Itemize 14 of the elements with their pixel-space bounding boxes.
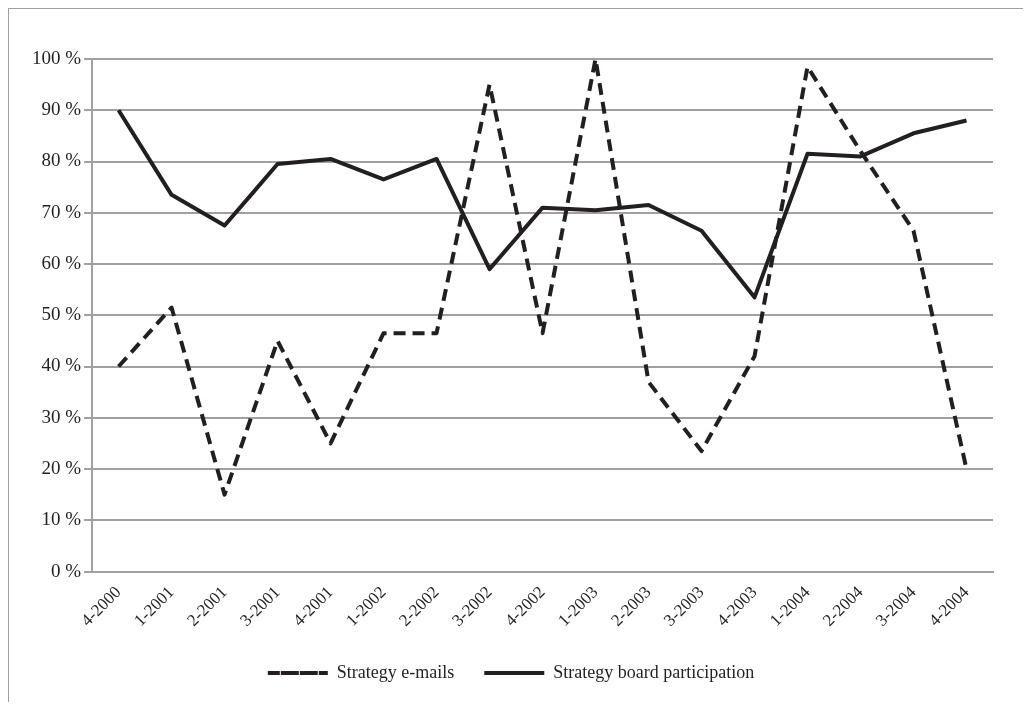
y-tick-label: 20 % xyxy=(41,457,82,478)
y-tick-label: 100 % xyxy=(32,46,82,68)
y-tick-label: 10 % xyxy=(41,508,82,530)
y-tick-label: 30 % xyxy=(41,405,82,427)
line-series xyxy=(116,59,969,497)
y-tick-label: 80 % xyxy=(41,149,82,171)
y-tick-label: 40 % xyxy=(41,354,82,376)
y-tick-label: 50 % xyxy=(41,303,82,325)
legend-label: Strategy board participation xyxy=(553,661,755,682)
y-tick-label: 60 % xyxy=(41,251,82,273)
legend-label: Strategy e-mails xyxy=(336,661,455,682)
y-tick-label: 90 % xyxy=(41,98,82,120)
y-tick-label: 70 % xyxy=(41,200,82,222)
y-tick-label: 0 % xyxy=(51,559,82,581)
